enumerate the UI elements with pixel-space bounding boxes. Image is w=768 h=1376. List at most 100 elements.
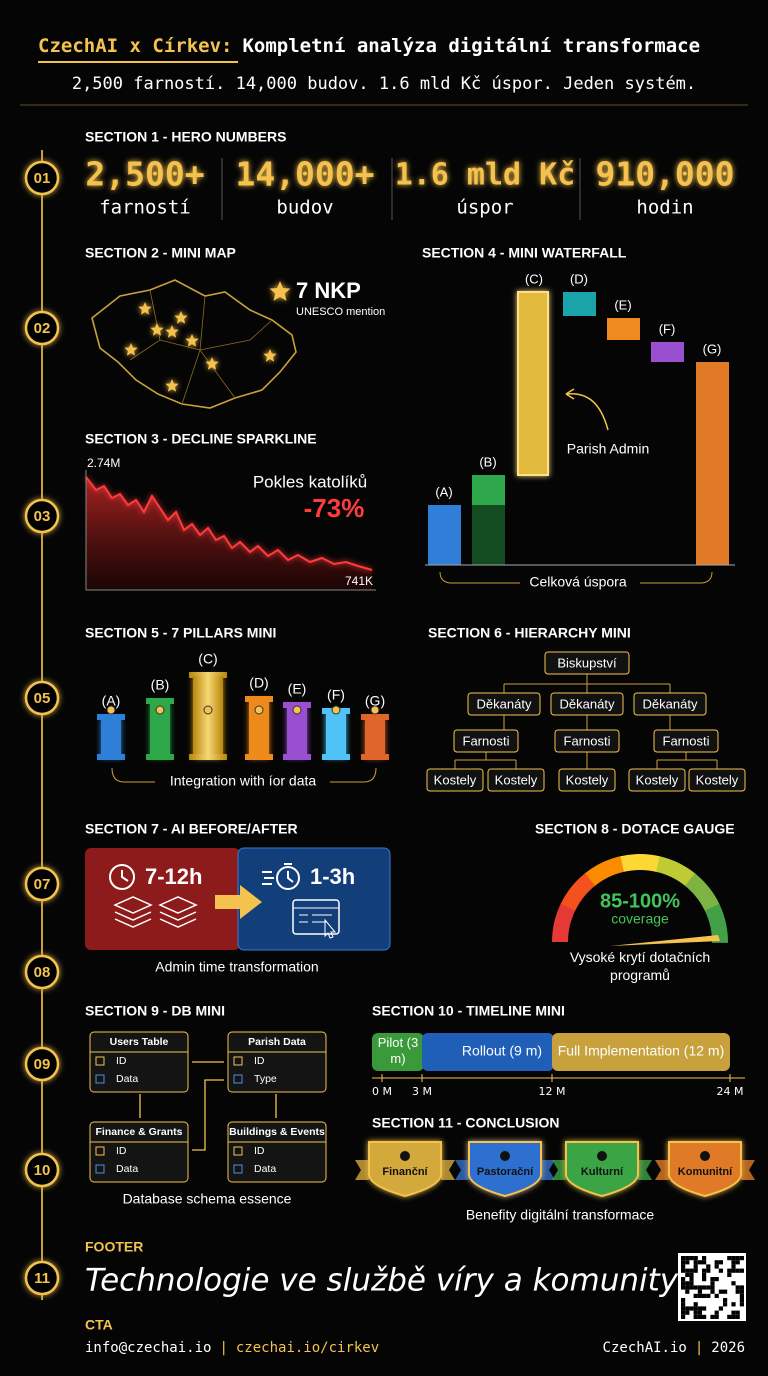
qr-module	[689, 1272, 694, 1277]
db-table-name: Users Table	[110, 1036, 169, 1048]
stat-value: 1.6 mld Kč	[395, 158, 576, 193]
waterfall-bar	[517, 291, 549, 476]
waterfall-label: (E)	[614, 297, 631, 312]
hierarchy-label: Kostely	[566, 772, 609, 787]
db-field-icon	[95, 1164, 105, 1174]
qr-module	[693, 1256, 698, 1261]
waterfall-bar	[563, 292, 596, 316]
hierarchy-link	[503, 674, 671, 693]
qr-module	[689, 1268, 694, 1273]
qr-module	[702, 1268, 707, 1273]
ai-caption: Admin time transformation	[155, 959, 318, 975]
badges: Finanční Pastorační Kulturní Komunitní	[355, 1141, 755, 1198]
badge-label: Kulturní	[581, 1166, 624, 1178]
pillar-cap	[245, 696, 273, 702]
subtitle: 2,500 farností. 14,000 budov. 1.6 mld Kč…	[72, 74, 696, 94]
section-heading: SECTION 7 - AI BEFORE/AFTER	[85, 821, 298, 837]
qr-module	[681, 1260, 686, 1265]
qr-module	[739, 1289, 744, 1294]
waterfall-label: (F)	[659, 321, 676, 336]
pillar-node	[203, 705, 213, 715]
qr-module	[727, 1268, 732, 1273]
qr-module	[710, 1281, 715, 1286]
hierarchy-label: Biskupství	[557, 655, 617, 670]
annotation-arrow	[565, 392, 609, 431]
pillar-cap	[97, 714, 125, 720]
qr-module	[681, 1302, 686, 1307]
step-number: 10	[34, 1162, 51, 1179]
badge-ribbon	[655, 1160, 755, 1180]
phase-label: Rollout (9 m)	[462, 1043, 542, 1059]
qr-module	[714, 1277, 719, 1282]
star	[138, 302, 152, 315]
timeline-steps: 01 02 03 05 07 08 09 10 11	[24, 160, 60, 1296]
gauge-arc	[655, 856, 696, 887]
step-circle	[24, 866, 60, 902]
section-heading: SECTION 4 - MINI WATERFALL	[422, 245, 627, 261]
qr-module	[727, 1272, 732, 1277]
qr-module	[714, 1314, 719, 1319]
db-table-frame	[89, 1031, 189, 1093]
qr-module	[685, 1310, 690, 1315]
qr-module	[689, 1285, 694, 1290]
gauge	[552, 854, 728, 944]
qr-module	[685, 1306, 690, 1311]
qr-module	[723, 1302, 728, 1307]
qr-module	[689, 1281, 694, 1286]
gauge-arc	[620, 854, 661, 873]
conclusion-caption: Benefity digitální transformace	[466, 1207, 655, 1223]
qr-module	[693, 1306, 698, 1311]
badge-shield	[668, 1141, 742, 1198]
qr-module	[702, 1277, 707, 1282]
db-field: Type	[254, 1073, 277, 1085]
qr-module	[731, 1314, 736, 1319]
stat-label: úspor	[456, 197, 513, 219]
before-panel	[85, 848, 240, 950]
pillar	[287, 706, 307, 758]
phase-bar	[552, 1033, 730, 1071]
qr-module	[702, 1272, 707, 1277]
qr-module	[697, 1289, 702, 1294]
stat-value: 14,000+	[235, 155, 374, 194]
timeline-ticks	[381, 1074, 731, 1082]
badge-ribbon	[552, 1160, 652, 1180]
db-field-icon	[95, 1056, 105, 1066]
hierarchy-node	[544, 651, 630, 675]
after-time: 1-3h	[310, 864, 355, 889]
pillar-label: (B)	[151, 677, 170, 693]
section-heading: SECTION 10 - TIMELINE MINI	[372, 1003, 565, 1019]
qr-module	[681, 1314, 686, 1319]
pillars: (A) (B) (C) (D) (E) (F) (G)	[97, 651, 389, 760]
qr-module	[731, 1260, 736, 1265]
qr-module	[706, 1264, 711, 1269]
qr-module	[731, 1281, 736, 1286]
qr-module	[739, 1302, 744, 1307]
qr-module	[718, 1260, 723, 1265]
qr-module	[739, 1293, 744, 1298]
hierarchy-node	[558, 768, 616, 792]
waterfall-shade	[472, 505, 505, 565]
hierarchy-label: Farnosti	[663, 733, 710, 748]
pillar-base	[361, 754, 389, 760]
qr-module	[685, 1272, 690, 1277]
badge-label: Komunitní	[678, 1166, 733, 1178]
qr-module	[706, 1285, 711, 1290]
cta-line: info@czechai.io | czechai.io/cirkev	[85, 1340, 379, 1356]
db-field-icon	[95, 1146, 105, 1156]
hierarchy-node	[487, 768, 545, 792]
pillar-base	[283, 754, 311, 760]
qr-module	[702, 1260, 707, 1265]
qr-module	[697, 1293, 702, 1298]
screen-icon	[292, 899, 340, 935]
phase-bar	[422, 1033, 554, 1071]
qr-module	[681, 1277, 686, 1282]
badge-icon	[500, 1151, 510, 1161]
qr-module	[723, 1298, 728, 1303]
db-table-frame	[227, 1031, 327, 1093]
step-circle	[24, 1260, 60, 1296]
step-number: 02	[34, 320, 51, 337]
clock-icon	[109, 864, 135, 890]
qr-module	[710, 1314, 715, 1319]
